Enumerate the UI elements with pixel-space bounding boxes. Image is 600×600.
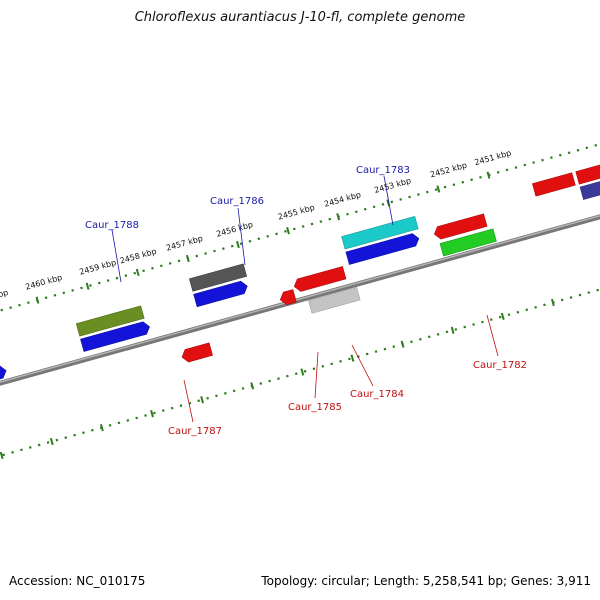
gene-arrow[interactable] <box>433 213 488 241</box>
ruler-tick <box>236 240 240 249</box>
ruler-tick <box>150 410 154 418</box>
gene-arrow-caur-1785[interactable] <box>278 289 297 307</box>
ruler-tick <box>250 382 255 390</box>
ruler-tick <box>436 185 441 193</box>
gene-arrow[interactable] <box>575 163 600 185</box>
ruler-tick <box>286 227 290 235</box>
gene-arrow-caur-1782[interactable] <box>439 228 497 257</box>
gene-arrow[interactable] <box>193 280 250 308</box>
gene-label: Caur_1788 <box>85 220 139 231</box>
gene-arrow[interactable] <box>532 172 576 197</box>
gene-arrow[interactable] <box>345 232 421 265</box>
topology-text: Topology: circular; Length: 5,258,541 bp… <box>261 574 591 588</box>
genome-backbone <box>0 185 600 415</box>
ruler-tick <box>35 296 40 304</box>
ruler-tick-label: 2459 kbp <box>78 258 117 277</box>
ruler-tick <box>450 326 455 334</box>
gene-arrow[interactable] <box>0 364 8 393</box>
ruler-tick <box>49 437 54 446</box>
ruler-tick <box>486 171 491 179</box>
gene-label: Caur_1786 <box>210 196 264 207</box>
ruler-tick <box>185 254 190 263</box>
ruler-line-top <box>0 119 600 346</box>
gene-arrow[interactable] <box>292 266 347 292</box>
ruler-tick <box>350 354 355 362</box>
gene-arrow[interactable] <box>579 178 600 200</box>
ruler-tick <box>85 282 90 290</box>
ruler-tick <box>386 199 391 207</box>
ruler-tick-label: 2460 kbp <box>24 273 63 292</box>
ruler-tick <box>500 312 505 321</box>
ruler-tick-label: 2456 kbp <box>215 220 254 239</box>
ruler-tick <box>400 340 405 348</box>
gene-arrow-caur-1786[interactable] <box>189 263 248 292</box>
ruler-tick <box>550 298 555 307</box>
gene-label: Caur_1785 <box>288 402 342 413</box>
gene-arrow-caur-1788[interactable] <box>75 305 145 337</box>
gene-arrow-caur-1783[interactable] <box>341 215 419 250</box>
ruler-tick <box>200 396 205 404</box>
ruler-tick-label: 2453 kbp <box>373 176 412 195</box>
gene-label: Caur_1782 <box>473 360 527 371</box>
ruler-tick-label: 2455 kbp <box>277 203 316 222</box>
ruler-tick <box>99 423 104 432</box>
ruler-tick <box>300 368 305 376</box>
gene-label: Caur_1787 <box>168 426 222 437</box>
gene-label: Caur_1784 <box>350 389 404 400</box>
ruler-tick-label: 2454 kbp <box>323 190 362 209</box>
ruler-line-bottom <box>0 254 600 481</box>
map-title: Chloroflexus aurantiacus J-10-fl, comple… <box>134 10 466 25</box>
gene-arrow-caur-1787[interactable] <box>180 342 213 364</box>
ruler-tick-label: 2458 kbp <box>119 247 158 266</box>
ruler-tick-label: 2451 kbp <box>473 148 512 167</box>
ruler-tick <box>0 451 4 460</box>
gene-arrow[interactable] <box>80 320 151 352</box>
ruler-tick-label: 2457 kbp <box>165 234 204 253</box>
gene-arrow-caur-1784[interactable] <box>308 287 361 314</box>
ruler-tick <box>135 268 140 277</box>
accession-text: Accession: NC_010175 <box>9 574 146 588</box>
ruler-tick-label: 2461 kbp <box>0 288 9 307</box>
ruler-tick-label: 2452 kbp <box>429 161 468 180</box>
gene-label: Caur_1783 <box>356 165 410 176</box>
ruler-tick <box>336 213 341 221</box>
